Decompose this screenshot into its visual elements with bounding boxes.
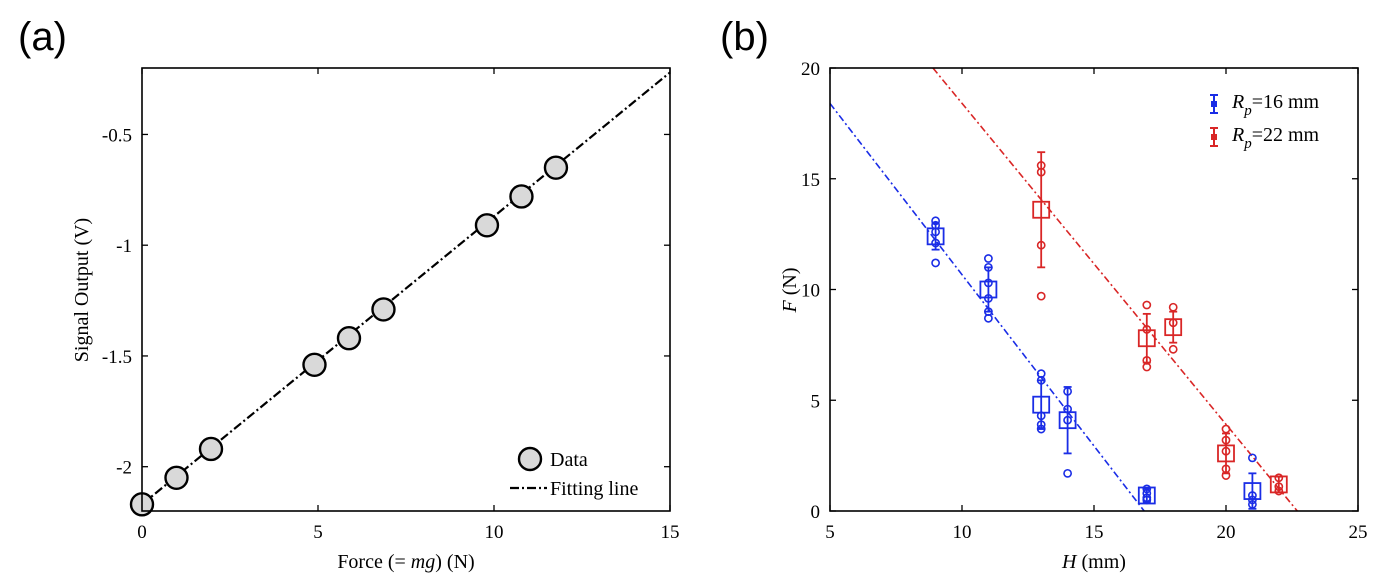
panel-b-mean-marker-22mm	[1269, 475, 1288, 494]
panel-b-y-tick-label: 5	[811, 391, 821, 412]
panel-b-mean-marker-22mm	[1032, 151, 1051, 269]
panel-b-axes-box	[829, 67, 1359, 512]
panel-b-x-tick-labels: 5 10 15 20 25	[825, 522, 1367, 543]
panel-b-mean-marker-16mm	[1137, 486, 1156, 505]
panel-a-y-tick-label: -1	[116, 236, 132, 257]
panel-a-data-point	[302, 352, 327, 378]
panel-b-legend-16mm: Rp=16 mm	[1231, 91, 1320, 119]
panel-a-y-tick-label: -2	[116, 458, 132, 479]
panel-b-raw-point-16mm	[1063, 468, 1072, 478]
panel-a-data-point	[164, 465, 189, 490]
panel-b-mean-marker-16mm	[1058, 386, 1077, 455]
panel-b-raw-point-16mm	[1248, 453, 1257, 463]
panel-b-x-tick-label: 10	[953, 522, 972, 543]
panel-b-legend-marker-16mm	[1210, 94, 1218, 114]
panel-b-mean-marker-22mm	[1217, 432, 1235, 475]
panel-b-raw-point-22mm	[1168, 302, 1178, 312]
panel-b-legend-22mm: Rp=22 mm	[1231, 124, 1320, 152]
panel-b-fit-line-22mm	[932, 67, 1298, 512]
panel-a-x-tick-label: 10	[485, 522, 504, 543]
panel-b-label: (b)	[720, 15, 769, 59]
panel-b-raw-point-16mm	[984, 254, 993, 263]
panel-b-x-tick-label: 20	[1217, 522, 1236, 543]
panel-a-y-axis-label: Signal Output (V)	[71, 218, 93, 362]
panel-a-data-point	[371, 297, 396, 322]
panel-a-label: (a)	[18, 15, 67, 59]
panel-a-legend-fit: Fitting line	[550, 478, 638, 500]
panel-a-x-tick-label: 0	[137, 522, 147, 543]
panel-a-axes-box	[141, 67, 671, 512]
panel-a-y-tick-label: -0.5	[102, 125, 132, 146]
panel-b-x-tick-label: 5	[825, 522, 835, 543]
panel-b-y-axis-label: F (N)	[779, 268, 801, 314]
panel-b-mean-marker-16mm	[926, 222, 945, 251]
panel-b-legend: Rp=16 mm Rp=22 mm	[1210, 91, 1320, 152]
panel-b-mean-markers	[926, 151, 1288, 510]
panel-a-fitting-line	[141, 71, 671, 506]
panel-b-x-axis-label: H (mm)	[1061, 551, 1126, 573]
panel-a-y-tick-labels: -2 -1.5 -1 -0.5	[102, 125, 132, 478]
panel-b-mean-marker-16mm	[979, 266, 998, 313]
panel-a-x-axis-label: Force (= mg) (N)	[337, 551, 474, 573]
panel-b-mean-marker-22mm	[1137, 312, 1156, 364]
panel-b-raw-point-16mm	[984, 313, 993, 323]
panel-b-fit-line-16mm	[829, 102, 1145, 512]
panel-b-mean-marker-16mm	[1032, 379, 1051, 430]
panel-b-raw-point-22mm	[1036, 291, 1046, 301]
panel-b-mean-marker-22mm	[1164, 310, 1183, 344]
panel-a-x-tick-labels: 0 5 10 15	[137, 522, 679, 543]
panel-b-x-tick-label: 25	[1349, 522, 1368, 543]
panel-b-x-tick-label: 15	[1085, 522, 1104, 543]
panel-a-y-tick-label: -1.5	[102, 347, 132, 368]
panel-b-raw-point-22mm	[1221, 424, 1231, 434]
panel-b-fitting-lines	[829, 67, 1298, 512]
panel-a-data-points	[129, 155, 569, 517]
panel-a-legend: Data Fitting line	[510, 446, 638, 500]
panel-b-y-tick-label: 0	[811, 502, 821, 523]
panel-b-raw-points	[931, 161, 1284, 509]
panel-b-y-tick-label: 10	[801, 281, 820, 302]
panel-a-data-point	[474, 213, 500, 238]
panel-a-data-point	[336, 326, 362, 351]
panel-b-legend-marker-22mm	[1210, 127, 1218, 147]
panel-b-y-tick-label: 15	[801, 170, 820, 191]
panel-b-raw-point-22mm	[1142, 300, 1152, 310]
panel-a-data-point	[543, 155, 569, 180]
panel-a-x-tick-label: 15	[661, 522, 680, 543]
panel-b-raw-point-16mm	[931, 258, 940, 268]
panel-a-x-tick-label: 5	[313, 522, 323, 543]
panel-b-y-tick-labels: 0 5 10 15 20	[801, 59, 820, 523]
panel-a-data-point	[198, 436, 224, 462]
panel-a-ticks	[141, 68, 671, 511]
panel-b-raw-point-22mm	[1168, 344, 1178, 354]
panel-b-mean-marker-16mm	[1243, 472, 1262, 510]
panel-a-legend-data: Data	[550, 449, 588, 471]
panel-b-y-tick-label: 20	[801, 59, 820, 80]
panel-a-data-point	[509, 184, 534, 209]
panel-a: (a) 0 5 10 15 -2 -1.5 -1 -0.5 Force (= mg) (N)…	[18, 15, 680, 573]
panel-a-legend-marker-data	[517, 446, 543, 472]
